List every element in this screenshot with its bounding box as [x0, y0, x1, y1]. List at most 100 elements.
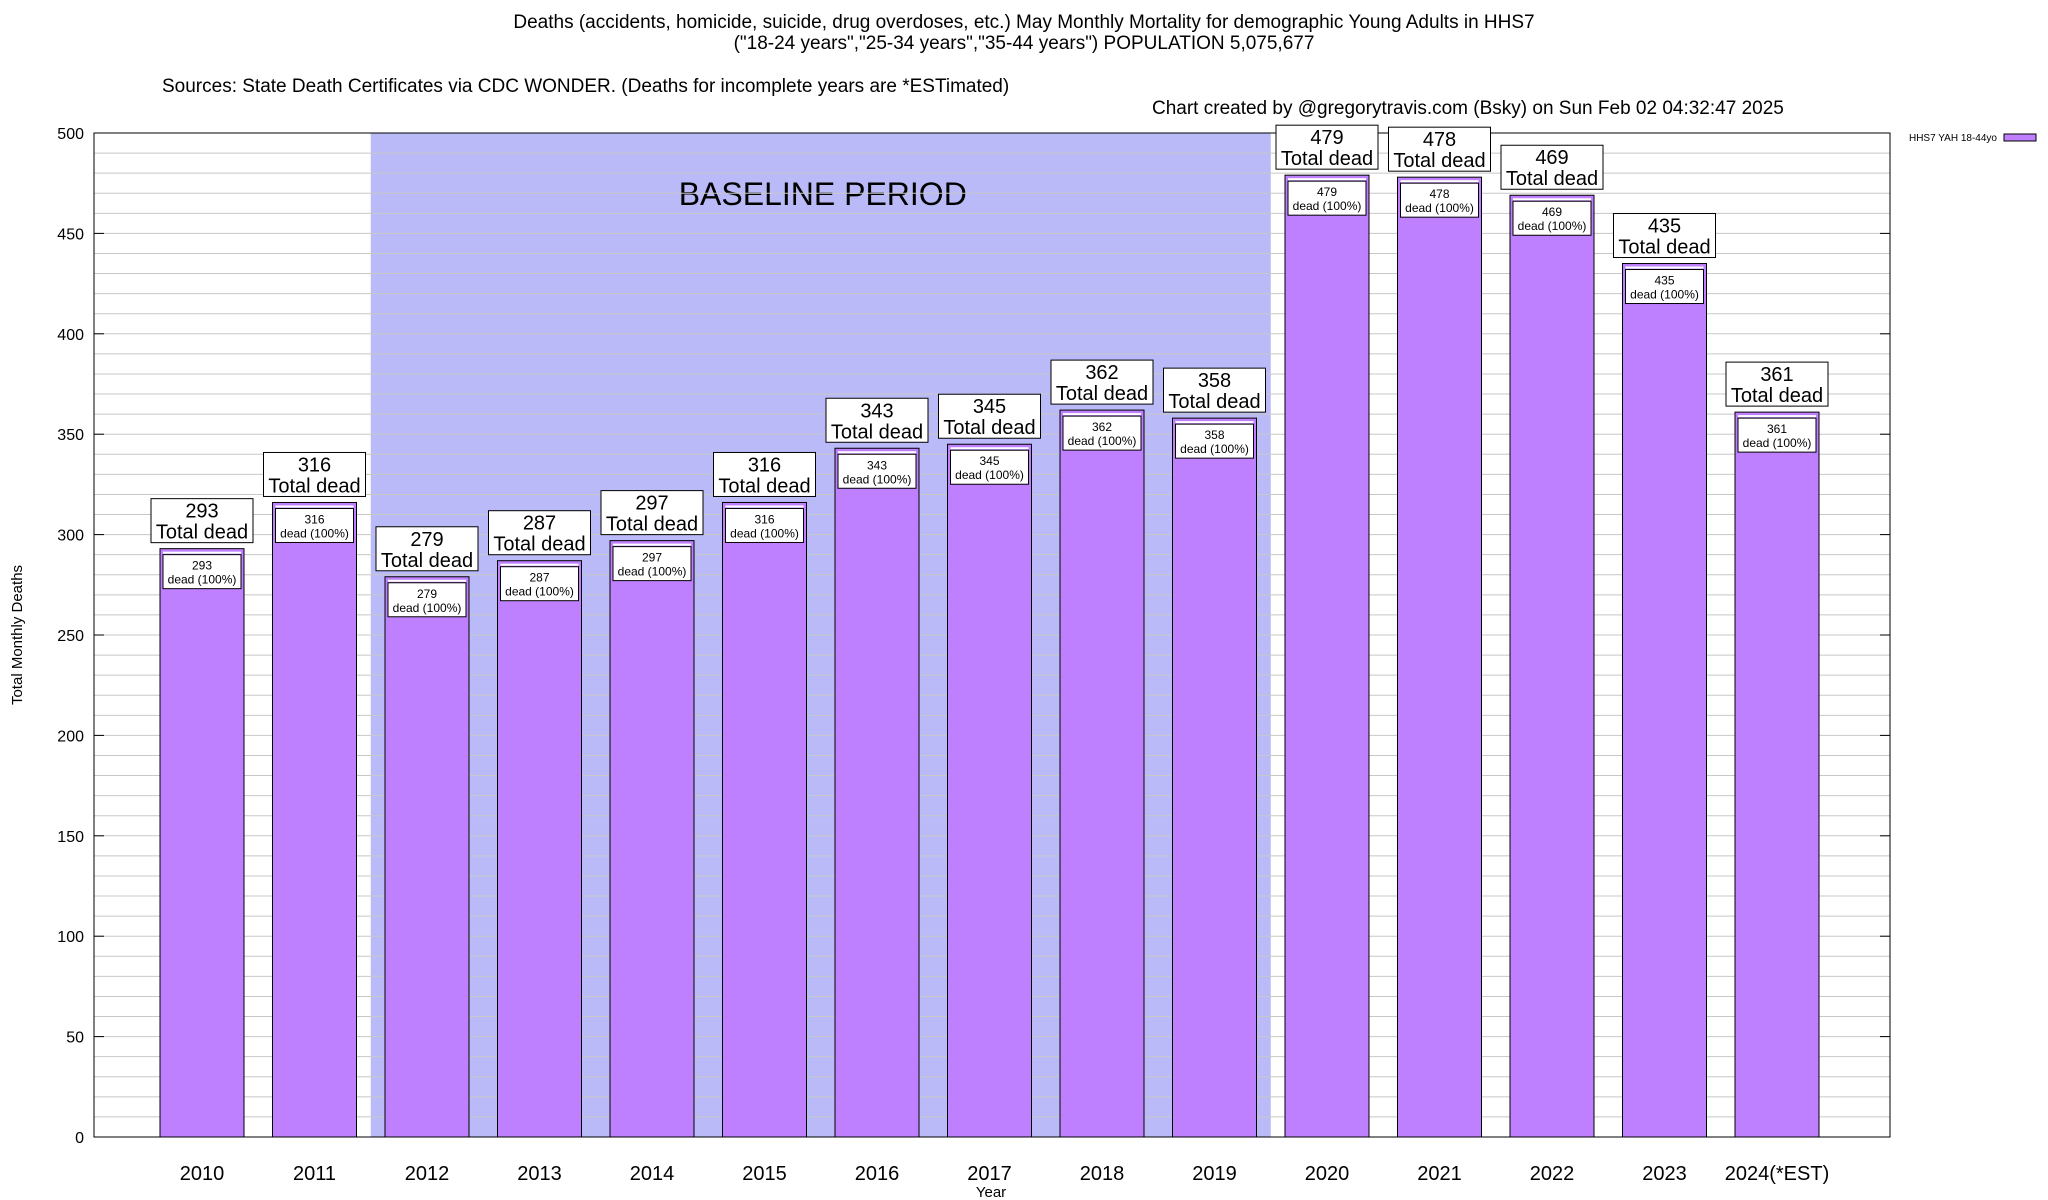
bar-top-strip — [838, 451, 916, 454]
x-tick-label: 2020 — [1305, 1163, 1350, 1185]
x-tick-label: 2023 — [1642, 1163, 1687, 1185]
inner-label-box — [1512, 200, 1592, 236]
bar-2012 — [384, 576, 470, 1138]
bar-top-strip — [388, 579, 466, 582]
total-label-box — [1613, 213, 1716, 259]
bar-2022 — [1509, 194, 1595, 1138]
inner-label-box — [1400, 182, 1479, 218]
inner-label-box — [950, 449, 1029, 485]
total-label-box — [1500, 144, 1604, 190]
legend-swatch — [2003, 133, 2037, 142]
inner-pct-label: dead (100%) — [393, 601, 462, 615]
inner-value-label: 293 — [192, 559, 212, 573]
total-dead-label: Total dead — [1168, 391, 1260, 413]
total-value-label: 297 — [635, 493, 668, 515]
bar-2015 — [722, 501, 807, 1138]
total-dead-label: Total dead — [156, 522, 248, 544]
bar-2019 — [1172, 417, 1257, 1138]
y-tick-label: 50 — [66, 1030, 84, 1047]
inner-label-box — [725, 507, 804, 543]
total-value-label: 479 — [1310, 127, 1343, 149]
total-dead-label: Total dead — [1056, 383, 1148, 405]
inner-value-label: 469 — [1542, 205, 1562, 219]
total-dead-label: Total dead — [831, 421, 923, 443]
y-tick-label: 300 — [57, 528, 84, 545]
inner-value-label: 343 — [867, 458, 887, 472]
inner-value-label: 297 — [642, 551, 662, 565]
title-line-1: Deaths (accidents, homicide, suicide, dr… — [513, 12, 1535, 33]
bar-2024(*EST) — [1734, 411, 1820, 1138]
x-tick-label: 2015 — [742, 1163, 787, 1185]
bar-top-strip — [1738, 415, 1816, 418]
y-tick-label: 250 — [57, 628, 84, 645]
bar-top-strip — [725, 505, 804, 508]
inner-value-label: 345 — [979, 454, 999, 468]
total-value-label: 478 — [1423, 129, 1456, 151]
total-value-label: 279 — [410, 529, 443, 551]
total-label-box — [600, 490, 704, 536]
total-label-box — [1388, 126, 1491, 172]
inner-label-box — [1625, 269, 1704, 305]
inner-pct-label: dead (100%) — [618, 565, 687, 579]
y-tick-label: 200 — [57, 728, 84, 745]
bar-top-strip — [1513, 198, 1591, 201]
total-value-label: 435 — [1648, 216, 1681, 238]
inner-pct-label: dead (100%) — [505, 585, 574, 599]
inner-pct-label: dead (100%) — [1743, 436, 1812, 450]
bar-top-strip — [613, 543, 691, 546]
x-axis-label: Year — [976, 1184, 1006, 1200]
total-value-label: 358 — [1198, 370, 1231, 392]
inner-pct-label: dead (100%) — [1180, 442, 1249, 456]
x-tick-label: 2016 — [855, 1163, 900, 1185]
y-tick-label: 0 — [75, 1130, 84, 1147]
inner-label-box — [387, 582, 467, 618]
bar-2011 — [272, 501, 357, 1138]
total-dead-label: Total dead — [943, 417, 1035, 439]
inner-value-label: 358 — [1204, 428, 1224, 442]
x-tick-label: 2010 — [180, 1163, 225, 1185]
inner-label-box — [612, 546, 692, 582]
total-value-label: 361 — [1760, 364, 1793, 386]
total-label-box — [1050, 359, 1154, 405]
total-dead-label: Total dead — [606, 514, 698, 536]
inner-label-box — [1737, 417, 1817, 453]
bar-top-strip — [163, 551, 241, 554]
x-tick-label: 2014 — [630, 1163, 675, 1185]
inner-pct-label: dead (100%) — [1068, 434, 1137, 448]
x-tick-label: 2024(*EST) — [1725, 1163, 1830, 1185]
legend-label: HHS7 YAH 18-44yo — [1909, 133, 1997, 144]
y-tick-label: 450 — [57, 226, 84, 243]
chart-title: Deaths (accidents, homicide, suicide, dr… — [0, 12, 2048, 54]
total-value-label: 293 — [185, 501, 218, 523]
inner-value-label: 316 — [754, 512, 774, 526]
total-label-box — [150, 498, 254, 544]
inner-pct-label: dead (100%) — [955, 468, 1024, 482]
bar-2014 — [609, 540, 695, 1138]
bar-2013 — [497, 560, 582, 1138]
inner-value-label: 479 — [1317, 185, 1337, 199]
total-dead-label: Total dead — [1731, 385, 1823, 407]
bar-2021 — [1397, 176, 1482, 1138]
total-label-box — [938, 393, 1041, 439]
title-line-2: ("18-24 years","25-34 years","35-44 year… — [733, 33, 1315, 54]
inner-pct-label: dead (100%) — [1405, 201, 1474, 215]
total-label-box — [825, 397, 929, 443]
total-value-label: 345 — [973, 396, 1006, 418]
inner-label-box — [1287, 180, 1367, 216]
x-tick-label: 2013 — [517, 1163, 562, 1185]
y-tick-label: 500 — [57, 126, 84, 143]
bar-2010 — [159, 548, 245, 1138]
total-dead-label: Total dead — [1281, 148, 1373, 170]
inner-label-box — [837, 453, 917, 489]
total-value-label: 343 — [860, 400, 893, 422]
x-tick-label: 2019 — [1192, 1163, 1237, 1185]
bar-2016 — [834, 447, 920, 1138]
x-tick-label: 2021 — [1417, 1163, 1462, 1185]
total-dead-label: Total dead — [493, 534, 585, 556]
credit-line: Sources: State Death Certificates via CD… — [0, 54, 2048, 120]
total-dead-label: Total dead — [718, 475, 810, 497]
total-dead-label: Total dead — [1393, 150, 1485, 172]
x-tick-label: 2022 — [1530, 1163, 1575, 1185]
inner-value-label: 478 — [1429, 187, 1449, 201]
total-label-box — [713, 451, 816, 497]
